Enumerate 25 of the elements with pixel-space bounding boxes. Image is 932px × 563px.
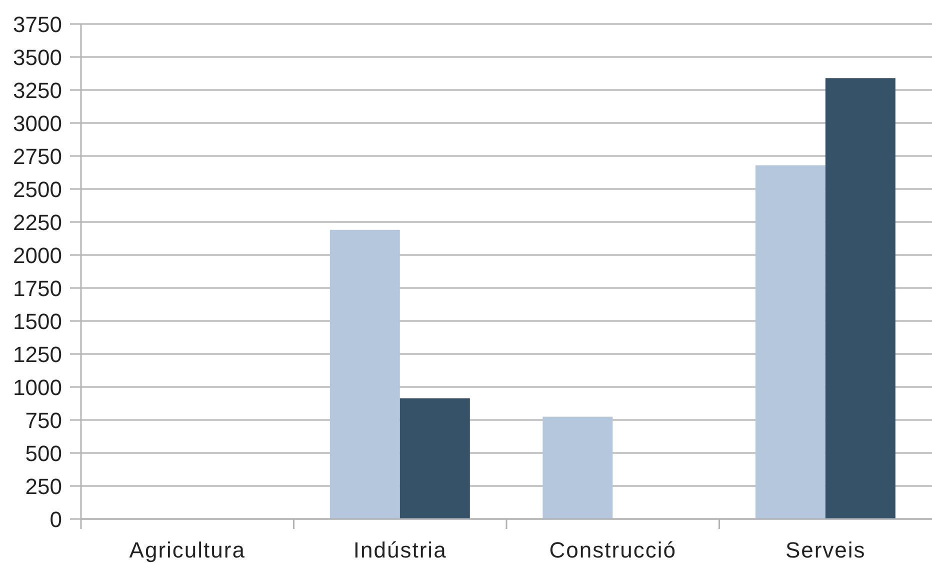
y-tick-label: 3750 <box>13 12 62 37</box>
y-tick-label: 2250 <box>13 210 62 235</box>
y-tick-label: 3250 <box>13 78 62 103</box>
x-tick-label: Serveis <box>785 538 866 562</box>
y-tick-label: 1000 <box>13 374 62 400</box>
y-tick-label: 250 <box>25 474 62 499</box>
bar <box>330 230 400 519</box>
y-tick-label: 500 <box>25 440 62 466</box>
x-tick-label: Indústria <box>353 538 447 562</box>
y-tick-label: 2750 <box>13 144 62 169</box>
x-tick-label: Agricultura <box>129 538 246 562</box>
y-tick-label: 3000 <box>13 110 62 136</box>
y-tick-label: 750 <box>25 408 62 433</box>
y-tick-label: 1250 <box>13 342 62 367</box>
bar <box>755 165 826 519</box>
bar <box>825 78 896 519</box>
y-tick-label: 2000 <box>13 242 62 268</box>
y-tick-label: 3500 <box>13 44 62 70</box>
bar <box>542 416 613 519</box>
bar <box>400 398 470 519</box>
y-tick-label: 0 <box>50 506 62 532</box>
y-tick-label: 2500 <box>13 176 62 202</box>
x-tick-label: Construcció <box>549 538 676 562</box>
y-tick-label: 1750 <box>13 276 62 301</box>
y-tick-label: 1500 <box>13 308 62 334</box>
